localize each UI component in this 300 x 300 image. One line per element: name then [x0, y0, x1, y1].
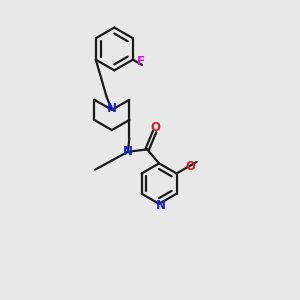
Text: O: O	[185, 160, 195, 173]
Text: N: N	[107, 102, 117, 115]
Text: F: F	[137, 55, 145, 68]
Text: N: N	[123, 145, 133, 158]
Text: O: O	[151, 121, 161, 134]
Text: N: N	[156, 199, 166, 212]
